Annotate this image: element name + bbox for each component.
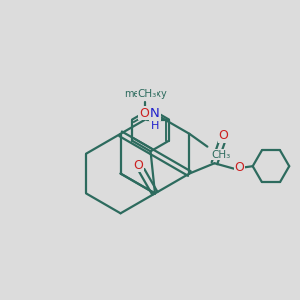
Text: H: H	[151, 121, 159, 131]
Text: N: N	[150, 107, 160, 120]
Text: O: O	[234, 161, 244, 174]
Text: O: O	[218, 129, 228, 142]
Text: O: O	[133, 159, 143, 172]
Text: CH₃: CH₃	[137, 88, 157, 99]
Text: CH₃: CH₃	[212, 150, 231, 160]
Text: methoxy: methoxy	[124, 89, 167, 100]
Text: O: O	[139, 106, 149, 119]
